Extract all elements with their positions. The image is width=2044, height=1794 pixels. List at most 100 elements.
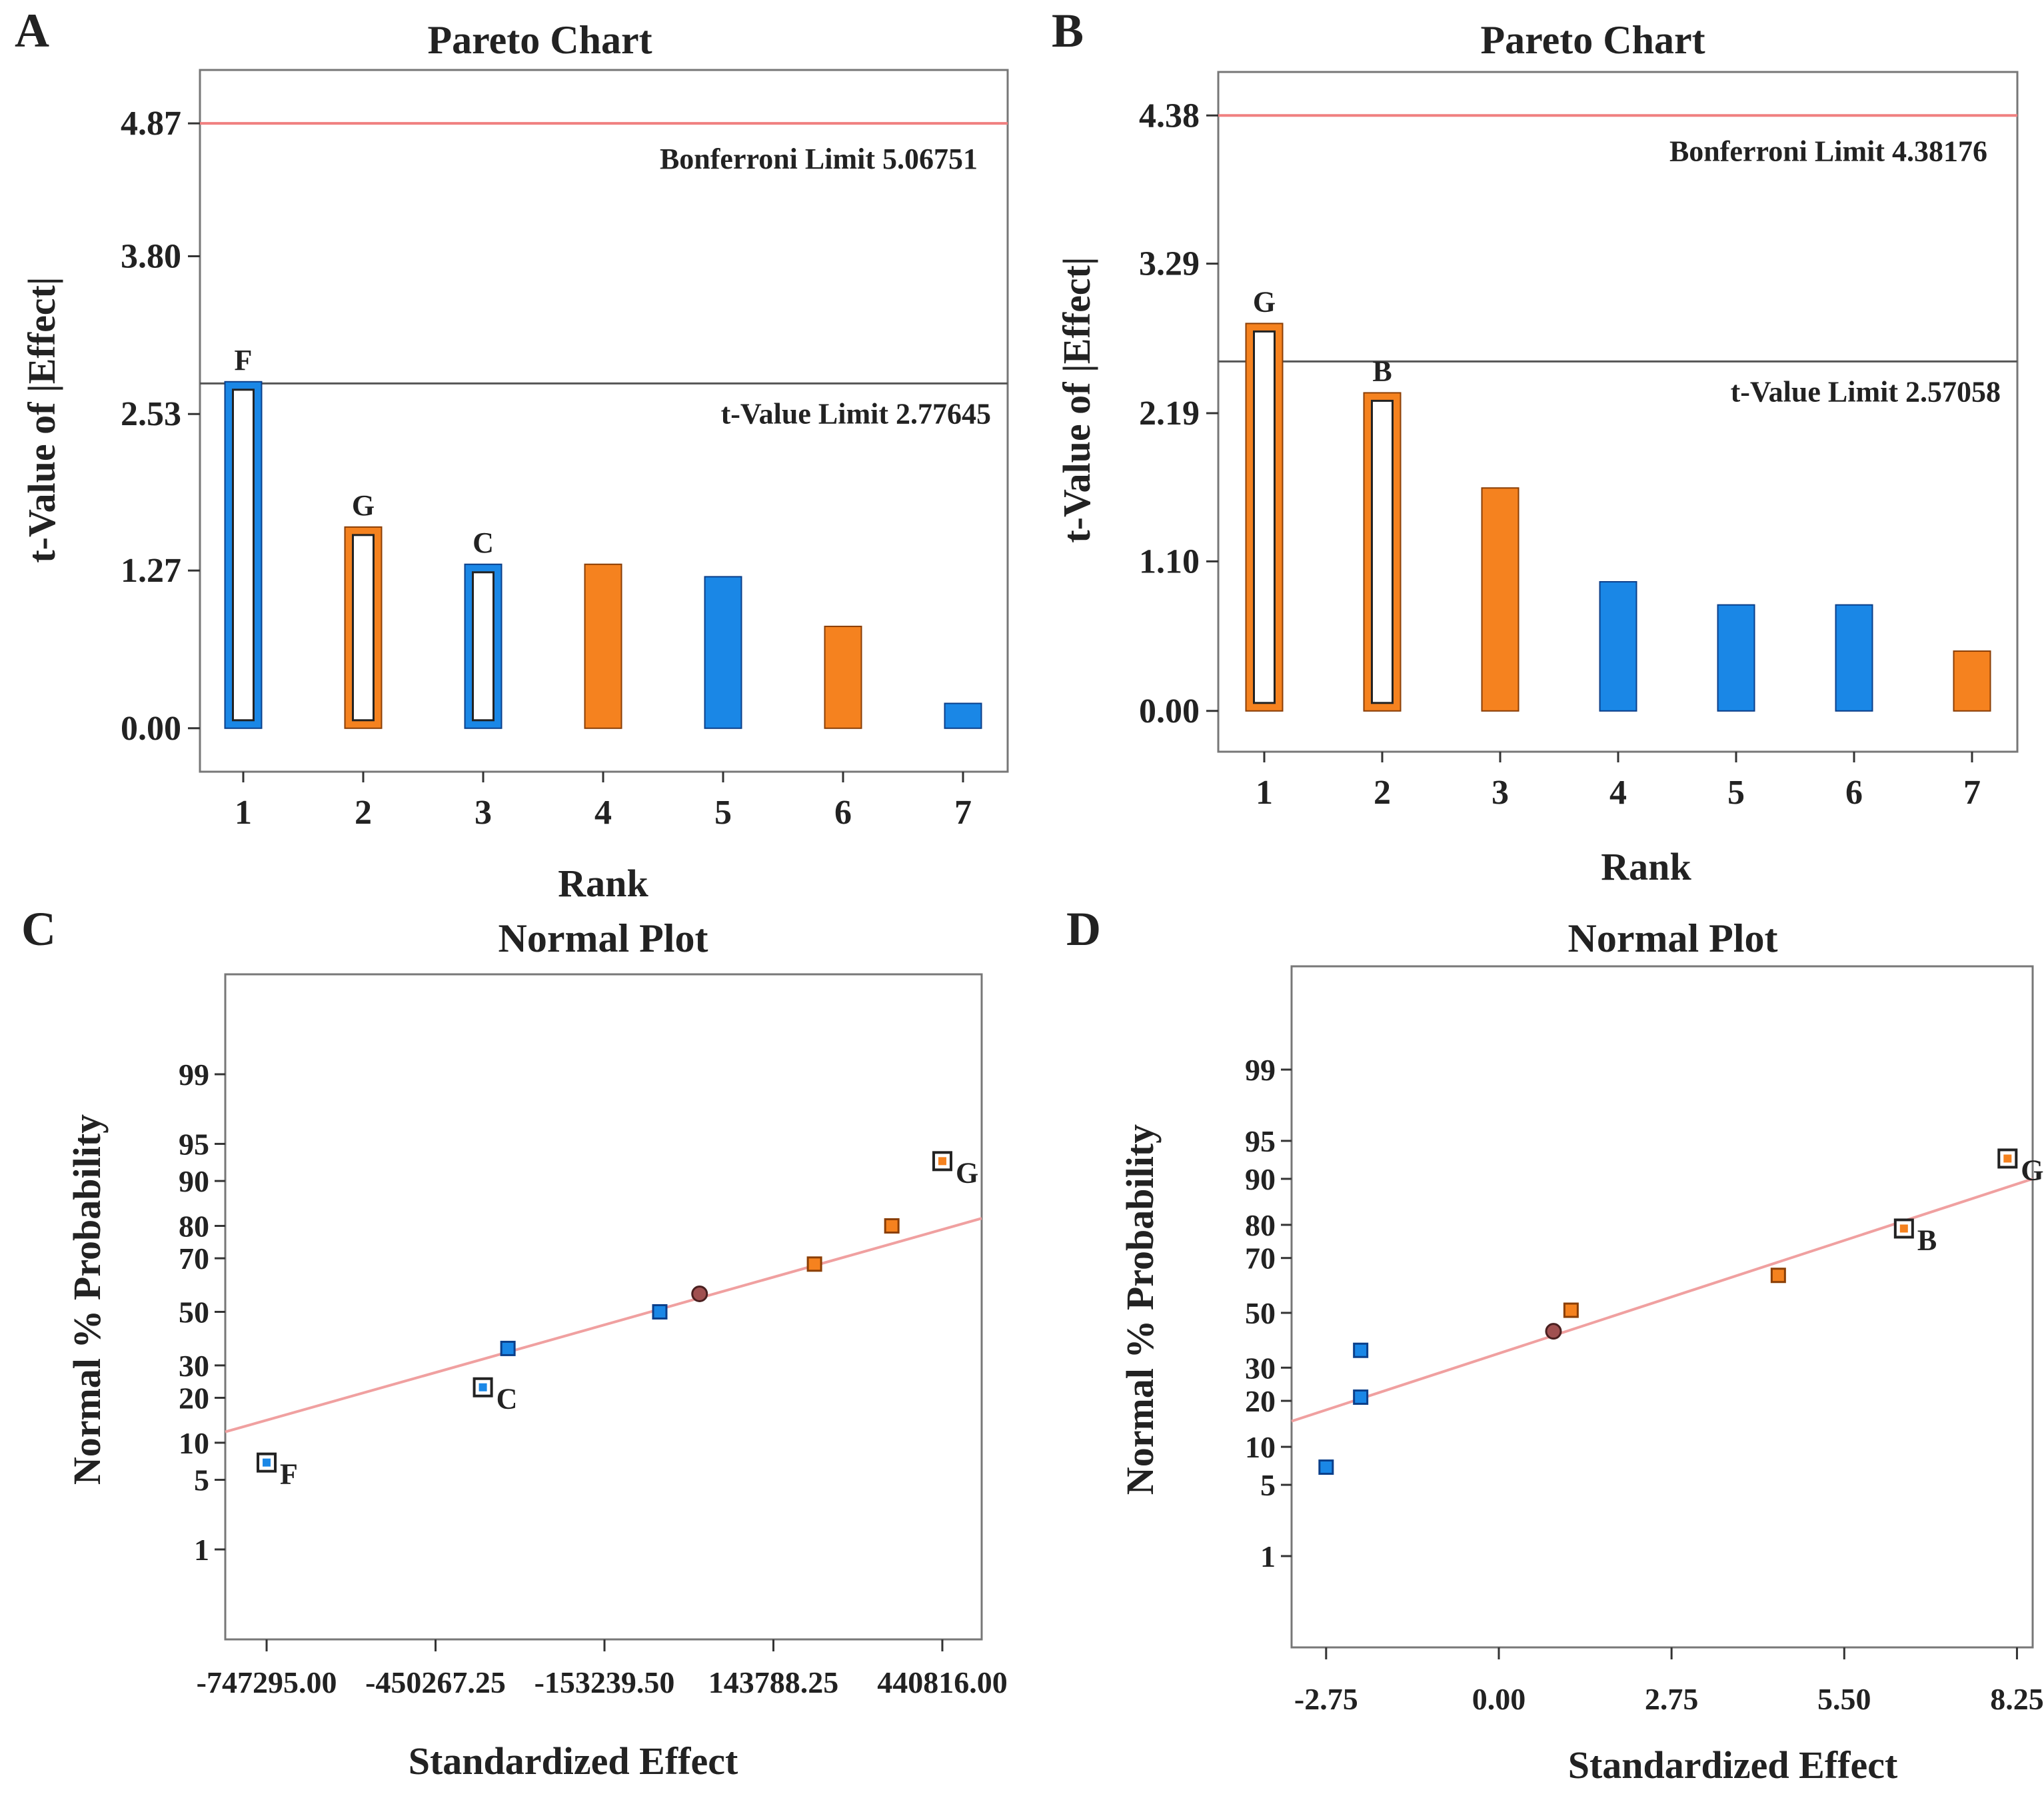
- data-point-center: [691, 1285, 708, 1302]
- bar-hollow-marker: [1253, 330, 1276, 704]
- x-tick-label: 5.50: [1817, 1682, 1871, 1716]
- data-point: [1563, 1302, 1579, 1318]
- y-tick-label: 10: [1245, 1430, 1276, 1464]
- bar-hollow-marker: [472, 571, 495, 722]
- data-point-fill: [2003, 1154, 2012, 1163]
- y-tick-label: 1.10: [1139, 542, 1200, 580]
- y-tick-label: 90: [179, 1164, 209, 1198]
- y-tick-label: 5: [1260, 1468, 1276, 1502]
- x-tick-label: 6: [1845, 774, 1863, 812]
- data-point: [1318, 1459, 1334, 1475]
- bar-effect-label: B: [1372, 355, 1392, 387]
- bar-rank-5: [704, 576, 742, 729]
- x-axis-label: Standardized Effect: [1568, 1743, 1898, 1787]
- chart-title: Normal Plot: [1568, 916, 1778, 960]
- pareto-chart-a: A Pareto Chart 0.00 1.27 2.53 3.80 4.87 t-Value…: [15, 4, 1009, 905]
- fit-line: [225, 1217, 982, 1433]
- chart-title: Pareto Chart: [427, 18, 652, 62]
- y-tick-label: 20: [179, 1381, 209, 1415]
- plot-frame: [1290, 965, 2034, 1649]
- y-tick-label: 70: [179, 1242, 209, 1276]
- y-tick-label: 1.27: [121, 552, 181, 590]
- chart-title: Pareto Chart: [1480, 18, 1705, 62]
- x-tick-label: 3: [1492, 774, 1509, 812]
- bar-rank-4: [584, 563, 622, 729]
- y-tick-label: 70: [1245, 1242, 1276, 1276]
- t-value-limit-label: t-Value Limit 2.57058: [1731, 375, 2001, 408]
- bar-rank-6: [824, 625, 862, 729]
- data-point-fill: [263, 1458, 271, 1467]
- point-effect-label: G: [2021, 1154, 2043, 1186]
- y-tick-label: 99: [179, 1058, 209, 1092]
- y-tick-label: 10: [179, 1426, 209, 1460]
- y-tick-label: 80: [1245, 1208, 1276, 1242]
- t-value-limit-label: t-Value Limit 2.77645: [721, 397, 991, 430]
- panel-letter: C: [21, 902, 56, 956]
- bar-hollow-marker: [232, 389, 255, 722]
- data-point: [806, 1256, 822, 1272]
- bar-rank-6: [1835, 604, 1873, 712]
- point-effect-label: G: [956, 1156, 978, 1189]
- y-tick-label: 0.00: [121, 710, 181, 748]
- bonferroni-limit-label: Bonferroni Limit 5.06751: [660, 143, 978, 175]
- bar-hollow-marker: [352, 534, 375, 722]
- y-tick-label: 95: [179, 1127, 209, 1161]
- x-tick-label: 440816.00: [877, 1665, 1008, 1699]
- data-point: [884, 1218, 900, 1234]
- y-tick-label: 4.87: [121, 105, 181, 143]
- x-axis-label: Rank: [1601, 845, 1691, 888]
- data-point: [500, 1340, 516, 1356]
- panel-letter: D: [1066, 902, 1101, 956]
- x-tick-label: 2.75: [1645, 1682, 1699, 1716]
- y-tick-label: 0.00: [1139, 692, 1200, 730]
- data-point: [1770, 1268, 1786, 1284]
- bar-rank-3: [1481, 487, 1520, 712]
- y-tick-label: 1: [194, 1533, 209, 1567]
- x-tick-label: -450267.25: [365, 1665, 506, 1699]
- y-tick-label: 95: [1245, 1124, 1276, 1158]
- data-point-significant: [473, 1377, 493, 1397]
- x-tick-label: 4: [594, 794, 612, 832]
- y-tick-label: 1: [1260, 1539, 1276, 1573]
- y-tick-label: 90: [1245, 1162, 1276, 1196]
- data-point-fill: [479, 1383, 487, 1391]
- bar-rank-4: [1599, 581, 1637, 712]
- y-tick-label: 5: [194, 1463, 209, 1497]
- y-axis-label: Normal % Probability: [1118, 1124, 1162, 1495]
- x-tick-label: 143788.25: [708, 1665, 839, 1699]
- y-tick-label: 30: [1245, 1351, 1276, 1385]
- x-tick-label: 1: [235, 794, 252, 832]
- bar-rank-7: [1953, 650, 1991, 712]
- panel-letter: A: [15, 4, 49, 57]
- x-tick-label: 1: [1256, 774, 1273, 812]
- bar-hollow-marker: [1371, 399, 1394, 704]
- x-tick-label: 4: [1609, 774, 1627, 812]
- x-tick-label: 5: [1727, 774, 1745, 812]
- x-tick-label: 5: [714, 794, 732, 832]
- x-tick-label: 3: [475, 794, 492, 832]
- y-tick-label: 3.80: [121, 238, 181, 276]
- panel-letter: B: [1052, 4, 1084, 57]
- y-tick-label: 80: [179, 1210, 209, 1244]
- x-tick-label: 7: [954, 794, 972, 832]
- fit-line: [1291, 1178, 2033, 1423]
- x-tick-label: -2.75: [1294, 1682, 1358, 1716]
- y-tick-label: 50: [179, 1296, 209, 1330]
- plot-frame: [224, 973, 983, 1641]
- y-axis-label: Normal % Probability: [65, 1114, 109, 1485]
- data-point: [652, 1304, 668, 1320]
- x-tick-label: 8.25: [1990, 1682, 2044, 1716]
- data-point: [1353, 1342, 1369, 1358]
- y-tick-label: 3.29: [1139, 245, 1200, 283]
- y-axis-label: t-Value of |Effect|: [20, 277, 63, 562]
- x-tick-label: 0.00: [1472, 1682, 1526, 1716]
- x-tick-label: 2: [1374, 774, 1391, 812]
- bar-effect-label: C: [473, 526, 494, 559]
- x-tick-label: 6: [834, 794, 852, 832]
- bar-rank-7: [944, 702, 982, 729]
- x-axis-label: Standardized Effect: [409, 1739, 738, 1783]
- data-point-fill: [938, 1157, 946, 1166]
- point-effect-label: F: [280, 1458, 298, 1491]
